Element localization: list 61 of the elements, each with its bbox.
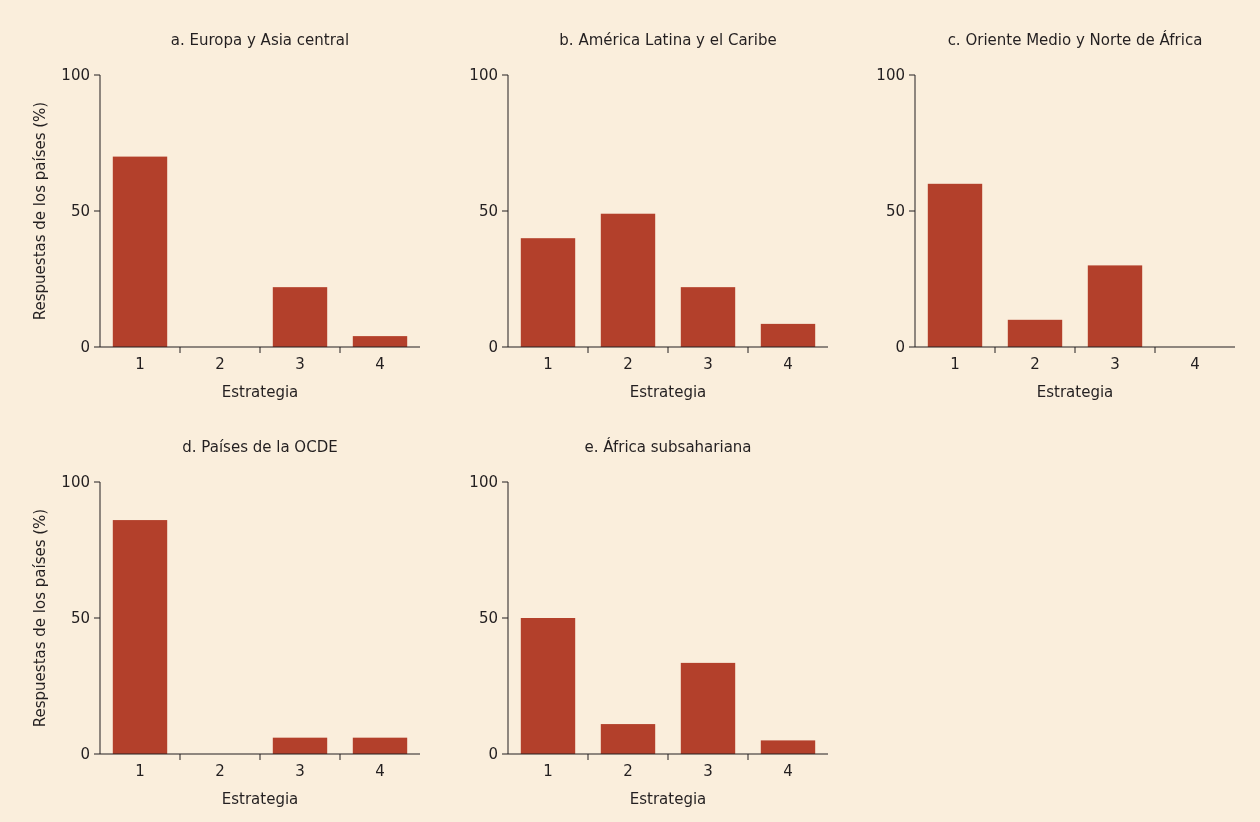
x-tick-label: 3	[295, 762, 305, 780]
bar	[600, 724, 656, 754]
y-tick-label: 0	[895, 338, 905, 357]
y-tick-label: 50	[478, 202, 498, 221]
bar	[680, 662, 736, 754]
chart-title: a. Europa y Asia central	[170, 31, 350, 49]
bar	[1087, 265, 1143, 347]
bar	[112, 156, 168, 347]
x-axis-title: Estrategia	[221, 790, 299, 808]
y-tick-label: 0	[80, 338, 90, 357]
chart-title: d. Países de la OCDE	[182, 438, 338, 456]
y-tick-label: 50	[478, 609, 498, 628]
x-tick-label: 1	[135, 355, 145, 373]
x-axis-title: Estrategia	[1036, 383, 1114, 401]
y-tick-label: 50	[70, 609, 90, 628]
x-tick-label: 4	[783, 355, 793, 373]
x-tick-label: 1	[543, 762, 553, 780]
x-tick-label: 4	[375, 762, 385, 780]
chart-title: b. América Latina y el Caribe	[559, 31, 777, 49]
x-tick-label: 3	[703, 762, 713, 780]
x-axis-title: Estrategia	[629, 383, 707, 401]
y-tick-label: 100	[61, 66, 90, 85]
y-axis-title: Respuestas de los países (%)	[31, 508, 49, 728]
x-tick-label: 3	[1110, 355, 1120, 373]
y-tick-label: 100	[469, 473, 498, 492]
bar	[520, 618, 576, 754]
y-tick-label: 100	[61, 473, 90, 492]
bar	[927, 183, 983, 347]
y-axis-title: Respuestas de los países (%)	[31, 101, 49, 321]
bar	[520, 238, 576, 347]
y-tick-label: 50	[885, 202, 905, 221]
chart-title: c. Oriente Medio y Norte de África	[947, 30, 1203, 49]
x-tick-label: 2	[215, 762, 225, 780]
y-tick-label: 100	[469, 66, 498, 85]
x-tick-label: 1	[543, 355, 553, 373]
y-tick-label: 0	[80, 745, 90, 764]
x-tick-label: 2	[623, 355, 633, 373]
x-tick-label: 4	[783, 762, 793, 780]
bar	[760, 740, 816, 754]
x-tick-label: 2	[1030, 355, 1040, 373]
bar	[352, 336, 408, 347]
bar	[680, 287, 736, 347]
x-axis-title: Estrategia	[221, 383, 299, 401]
bar	[760, 323, 816, 347]
y-tick-label: 0	[488, 745, 498, 764]
x-tick-label: 1	[135, 762, 145, 780]
x-tick-label: 2	[215, 355, 225, 373]
x-tick-label: 3	[295, 355, 305, 373]
y-tick-label: 0	[488, 338, 498, 357]
y-tick-label: 50	[70, 202, 90, 221]
x-tick-label: 2	[623, 762, 633, 780]
x-tick-label: 1	[950, 355, 960, 373]
x-tick-label: 4	[1190, 355, 1200, 373]
y-tick-label: 100	[876, 66, 905, 85]
x-axis-title: Estrategia	[629, 790, 707, 808]
bar	[600, 213, 656, 347]
bar	[1007, 319, 1063, 347]
x-tick-label: 3	[703, 355, 713, 373]
bar	[272, 287, 328, 347]
x-tick-label: 4	[375, 355, 385, 373]
chart-title: e. África subsahariana	[584, 437, 752, 456]
